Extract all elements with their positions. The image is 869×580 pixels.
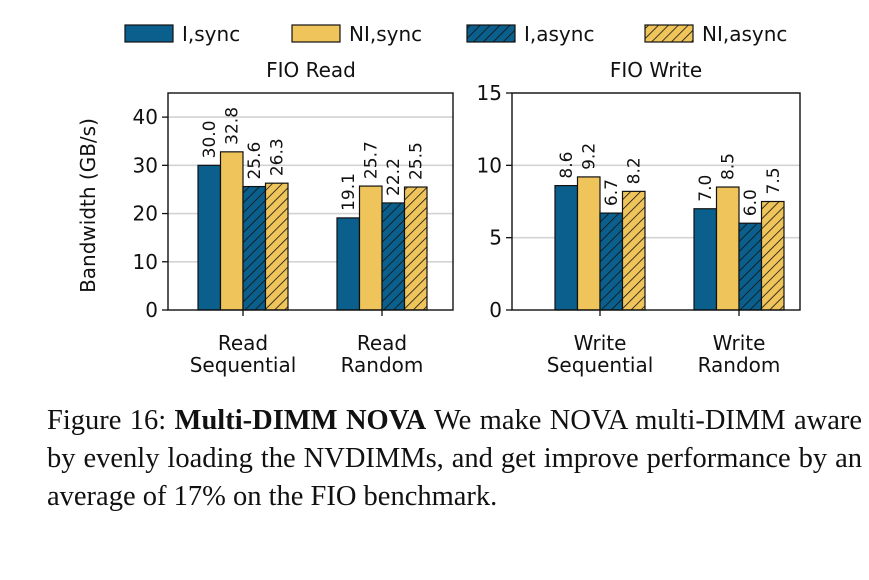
bar-ni-async-0 [264,182,289,311]
plot-frame [511,92,801,311]
x-tick-label-line: Sequential [547,353,654,377]
y-tick-label: 30 [133,153,158,177]
bar-ni-sync-1 [358,185,383,311]
bar-value-label: 8.6 [557,152,577,179]
legend-label-ni-sync: NI,sync [349,22,422,46]
figure-caption: Figure 16: Multi-DIMM NOVA We make NOVA … [47,402,862,516]
y-tick-label: 15 [477,81,502,105]
x-tick-label: Write Sequential [547,331,654,377]
legend-swatch-i-sync [124,24,174,43]
caption-label: Figure 16: [47,405,167,436]
caption-text: We make NOVA multi-DIMM aware by evenly … [47,405,862,512]
legend-label-i-async: I,async [524,22,594,46]
caption-title: Multi-DIMM NOVA [174,405,427,436]
chart-panel-fio-read: FIO Read 0 10 20 30 40 30.0 19.1 32.8 25.7 25.6 22.… [76,58,454,377]
bar-i-sync-1 [336,217,361,311]
bar-value-label: 8.2 [625,157,645,184]
x-tick-label: Write Random [698,331,781,377]
bar-ni-sync-1 [715,186,740,311]
bar-value-label: 19.1 [339,173,359,211]
bar-i-async-1 [738,222,763,311]
x-tick-label-line: Write [713,331,766,355]
x-tick-label-line: Read [218,331,268,355]
chart-legend: I,sync NI,sync I,async NI,async [124,22,787,46]
chart-panel-fio-write: FIO Write 0 5 10 15 8.6 7.0 9.2 8.5 6.7 6.0 8.2 7.5 W… [477,58,801,377]
y-tick-label: 10 [133,250,158,274]
bar-value-label: 25.6 [245,142,265,180]
legend-swatch-i-async [466,24,516,43]
y-tick-label: 0 [489,298,502,322]
y-tick-label: 40 [133,105,158,129]
bar-i-async-0 [599,212,624,311]
y-tick-label: 0 [145,298,158,322]
bar-ni-async-1 [760,200,785,311]
x-tick-label-line: Random [341,353,424,377]
bar-value-label: 26.3 [268,138,288,176]
bar-value-label: 9.2 [580,143,600,170]
y-tick-label: 10 [477,153,502,177]
legend-label-ni-async: NI,async [702,22,787,46]
x-tick-label-line: Random [698,353,781,377]
bar-value-label: 22.2 [384,158,404,196]
x-tick-label: Read Random [341,331,424,377]
chart-title: FIO Read [266,58,356,82]
y-tick-label: 5 [489,226,502,250]
x-tick-label: Read Sequential [190,331,297,377]
bar-i-sync-0 [197,164,222,311]
y-axis-label: Bandwidth (GB/s) [76,118,100,293]
bar-value-label: 7.5 [764,167,784,194]
legend-label-i-sync: I,sync [182,22,240,46]
bar-ni-sync-0 [219,151,244,311]
bar-value-label: 25.5 [407,142,427,180]
bar-i-sync-1 [693,208,718,311]
bar-ni-async-1 [403,186,428,311]
bar-value-label: 7.0 [696,175,716,202]
bar-value-label: 8.5 [719,153,739,180]
plot-frame [167,92,454,311]
bar-i-async-0 [242,185,267,311]
bar-value-label: 6.7 [602,179,622,206]
y-tick-label: 20 [133,202,158,226]
x-tick-label-line: Read [357,331,407,355]
bar-i-sync-0 [554,184,579,311]
legend-swatch-ni-async [644,24,694,43]
legend-swatch-ni-sync [291,24,341,43]
bar-value-label: 30.0 [200,120,220,158]
bar-value-label: 32.8 [223,107,243,145]
figure-charts: I,sync NI,sync I,async NI,async FIO Read 0 10… [76,22,801,377]
x-tick-label-line: Sequential [190,353,297,377]
chart-title: FIO Write [610,58,702,82]
bar-ni-sync-0 [576,176,601,311]
bar-value-label: 25.7 [362,141,382,179]
x-tick-label-line: Write [574,331,627,355]
bar-i-async-1 [381,202,406,311]
bar-value-label: 6.0 [741,189,761,216]
bar-ni-async-0 [621,190,646,311]
